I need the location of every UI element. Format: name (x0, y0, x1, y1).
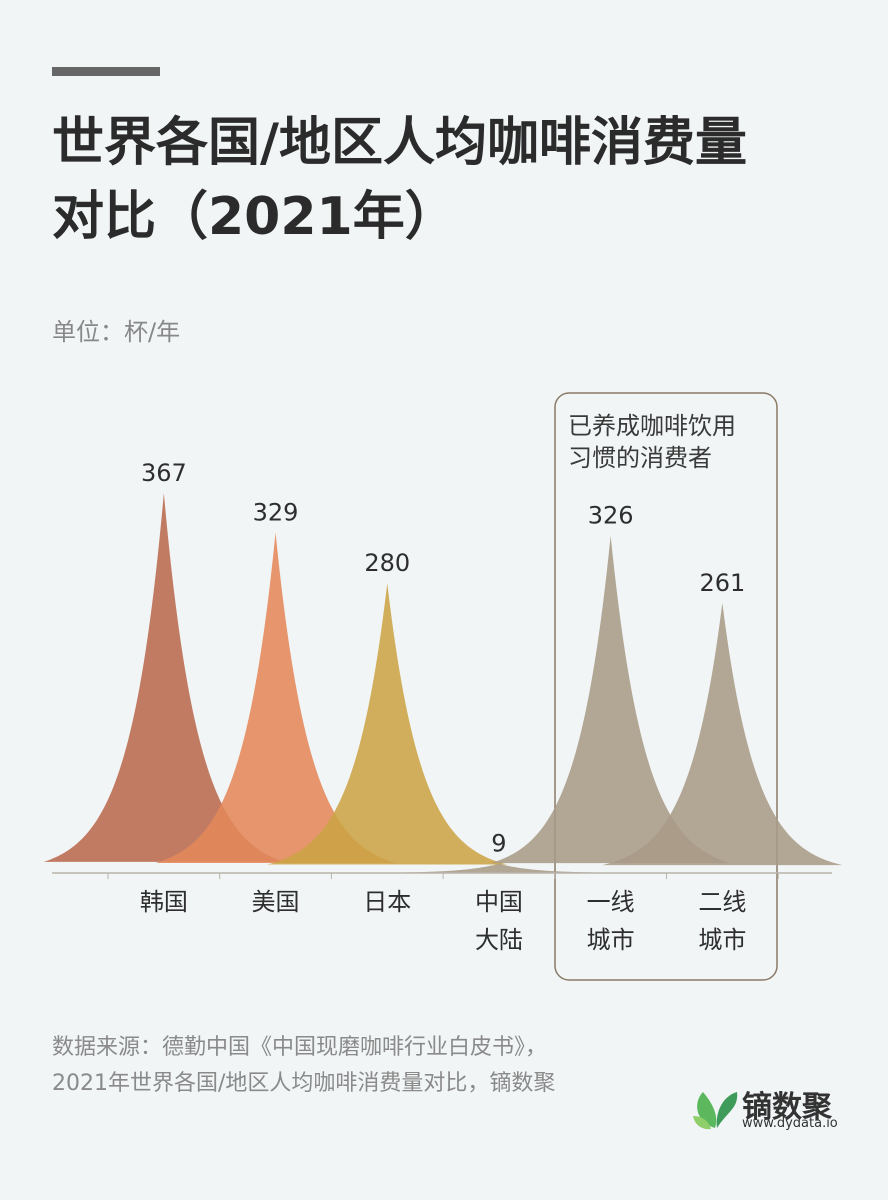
source: 数据来源：德勤中国《中国现磨咖啡行业白皮书》，2021年世界各国/地区人均咖啡消… (52, 1035, 556, 1096)
highlight-box (554, 392, 778, 981)
value-label: 326 (588, 502, 634, 530)
brand: 镝数聚 (742, 1090, 832, 1125)
spike (155, 532, 396, 864)
annotation: 已养成咖啡饮用习惯的消费者 (568, 412, 736, 472)
logo (693, 1092, 738, 1130)
chart-title: 世界各国/地区人均咖啡消费量对比（2021年） (52, 113, 747, 247)
spike (490, 535, 731, 864)
x-tick-label: 二线城市 (698, 888, 747, 954)
spike (602, 602, 843, 866)
unit-label: 单位：杯/年 (52, 318, 181, 346)
x-tick-label: 一线城市 (586, 888, 635, 954)
value-label: 367 (141, 459, 187, 487)
value-label: 280 (364, 549, 410, 577)
x-tick-label: 韩国 (139, 888, 188, 916)
spike (43, 493, 284, 862)
x-tick-label: 美国 (251, 888, 300, 916)
spike (378, 863, 619, 873)
value-label: 9 (491, 830, 506, 858)
x-tick-label: 日本 (363, 888, 412, 916)
value-label: 261 (699, 569, 745, 597)
x-tick-label: 中国大陆 (474, 888, 523, 954)
value-label: 329 (253, 498, 299, 526)
website: www.dydata.io (742, 1116, 838, 1131)
title-bar (52, 67, 160, 76)
spike (267, 583, 508, 865)
